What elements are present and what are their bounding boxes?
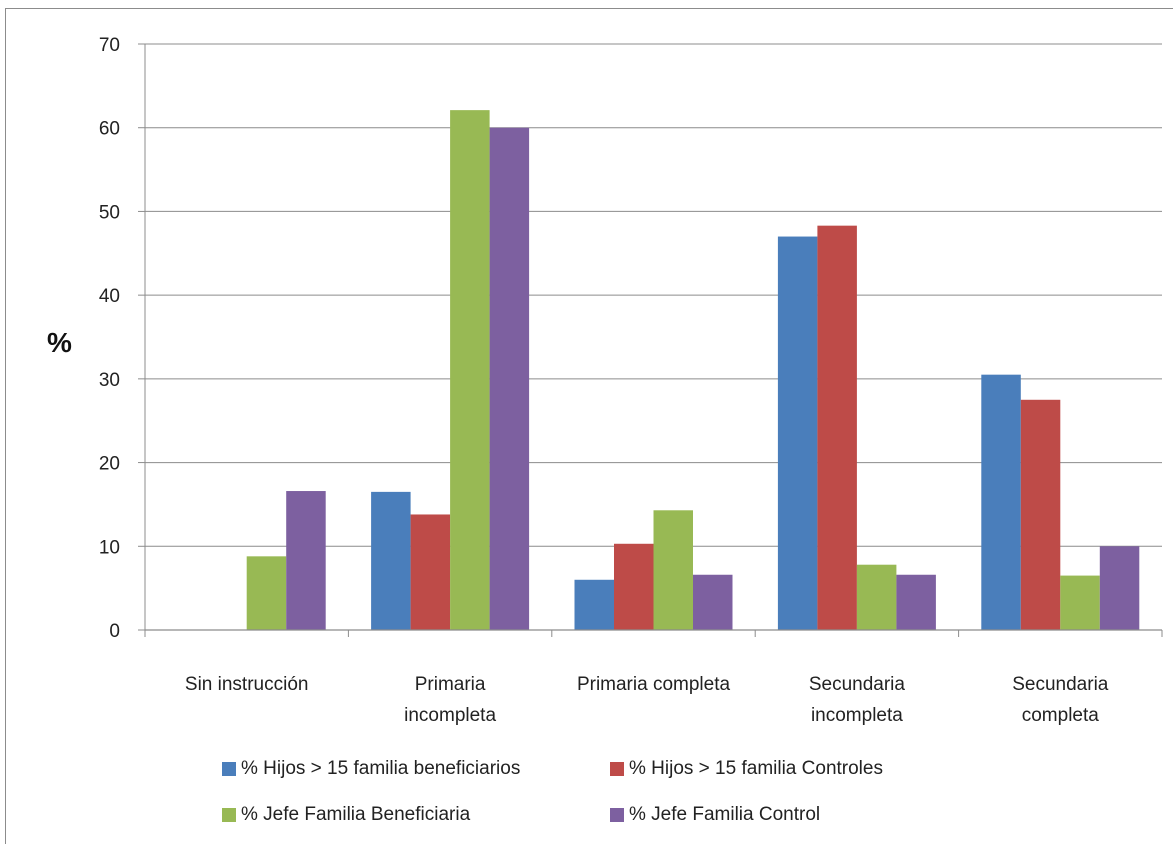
x-category-label: Sin instrucción (185, 674, 309, 695)
legend: % Hijos > 15 familia beneficiarios % Hij… (222, 758, 982, 838)
x-category-label: Secundaria incompleta (809, 674, 906, 726)
y-tick-label: 50 (99, 202, 120, 223)
bar (246, 556, 287, 630)
bar (614, 543, 654, 630)
bar (896, 574, 936, 630)
x-category-label: Primaria incompleta (404, 674, 496, 726)
category-labels: Sin instrucción Primaria incompleta Primari… (185, 674, 1109, 726)
bar (856, 564, 897, 630)
bar (693, 574, 733, 630)
y-axis-label: % (47, 327, 72, 358)
bar (574, 579, 614, 630)
legend-swatch (610, 808, 624, 822)
bar (450, 110, 490, 631)
legend-swatch (222, 762, 236, 776)
bar (777, 236, 818, 631)
x-axis (144, 44, 1163, 637)
bar (1099, 546, 1140, 630)
y-tick-label: 70 (99, 35, 120, 56)
legend-item: % Hijos > 15 familia Controles (610, 758, 883, 780)
x-category-label: Primaria completa (577, 674, 731, 695)
legend-label: % Jefe Familia Control (629, 804, 821, 825)
y-tick-label: 30 (99, 370, 120, 391)
legend-swatch (610, 762, 624, 776)
bar (1020, 399, 1061, 630)
bar (371, 491, 411, 630)
bar (653, 510, 693, 630)
bar (981, 374, 1021, 630)
bar (817, 225, 857, 630)
y-tick-label: 10 (99, 537, 120, 558)
legend-item: % Hijos > 15 familia beneficiarios (222, 758, 520, 780)
chart-area (5, 8, 1173, 844)
y-tick-label: 0 (109, 621, 120, 642)
bars (246, 110, 1140, 631)
legend-label: % Hijos > 15 familia Controles (629, 758, 883, 779)
legend-label: % Jefe Familia Beneficiaria (241, 804, 471, 825)
y-axis-ticks: 0 10 20 30 40 50 60 70 (99, 35, 120, 642)
y-tick-label: 20 (99, 454, 120, 475)
x-category-label: Secundaria completa (1012, 674, 1109, 726)
bar (286, 491, 326, 630)
legend-label: % Hijos > 15 familia beneficiarios (241, 758, 521, 779)
y-tick-label: 60 (99, 119, 120, 140)
bar (1060, 575, 1100, 630)
legend-swatch (222, 808, 236, 822)
legend-item: % Jefe Familia Beneficiaria (222, 804, 470, 826)
legend-item: % Jefe Familia Control (610, 804, 820, 826)
bar (489, 127, 530, 630)
bar (410, 514, 451, 630)
y-tick-label: 40 (99, 286, 120, 307)
